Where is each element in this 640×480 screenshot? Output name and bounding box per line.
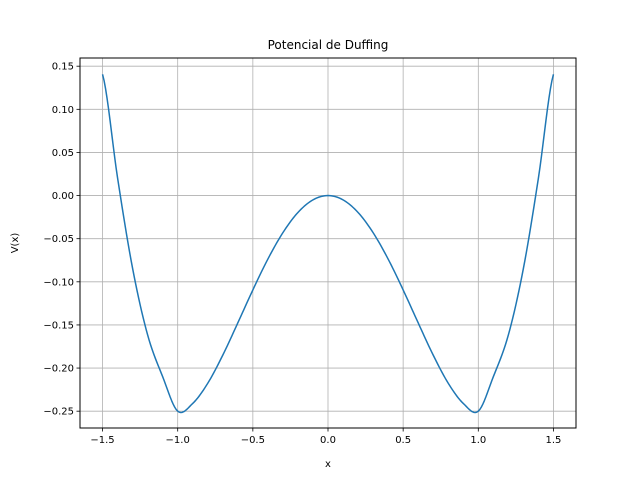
y-tick-label: 0.10: [52, 105, 74, 116]
y-axis-label: V(x): [10, 233, 21, 254]
y-tick-label: 0.15: [52, 62, 74, 73]
x-axis-label: x: [325, 459, 331, 470]
x-tick-label: −1.0: [166, 435, 190, 446]
y-ticks: −0.25 −0.20 −0.15 −0.10 −0.05 0.00 0.05 0.10 0.1…: [43, 62, 80, 418]
series-line: [101, 74, 555, 414]
x-tick-label: 1.5: [546, 435, 562, 446]
x-tick-label: 0.5: [395, 435, 411, 446]
y-tick-label: −0.20: [43, 364, 74, 375]
x-tick-label: −1.5: [90, 435, 114, 446]
y-tick-label: 0.05: [52, 148, 74, 159]
y-tick-label: 0.00: [52, 191, 74, 202]
y-tick-label: −0.25: [43, 407, 74, 418]
y-tick-label: −0.15: [43, 320, 74, 331]
x-tick-label: 0.0: [320, 435, 336, 446]
grid-lines: [80, 58, 576, 428]
series-lines: [101, 74, 555, 414]
y-tick-label: −0.05: [43, 234, 74, 245]
x-ticks: −1.5 −1.0 −0.5 0.0 0.5 1.0 1.5: [90, 428, 561, 446]
x-tick-label: −0.5: [241, 435, 265, 446]
y-tick-label: −0.10: [43, 277, 74, 288]
chart-title: Potencial de Duffing: [268, 38, 389, 52]
x-tick-label: 1.0: [470, 435, 486, 446]
